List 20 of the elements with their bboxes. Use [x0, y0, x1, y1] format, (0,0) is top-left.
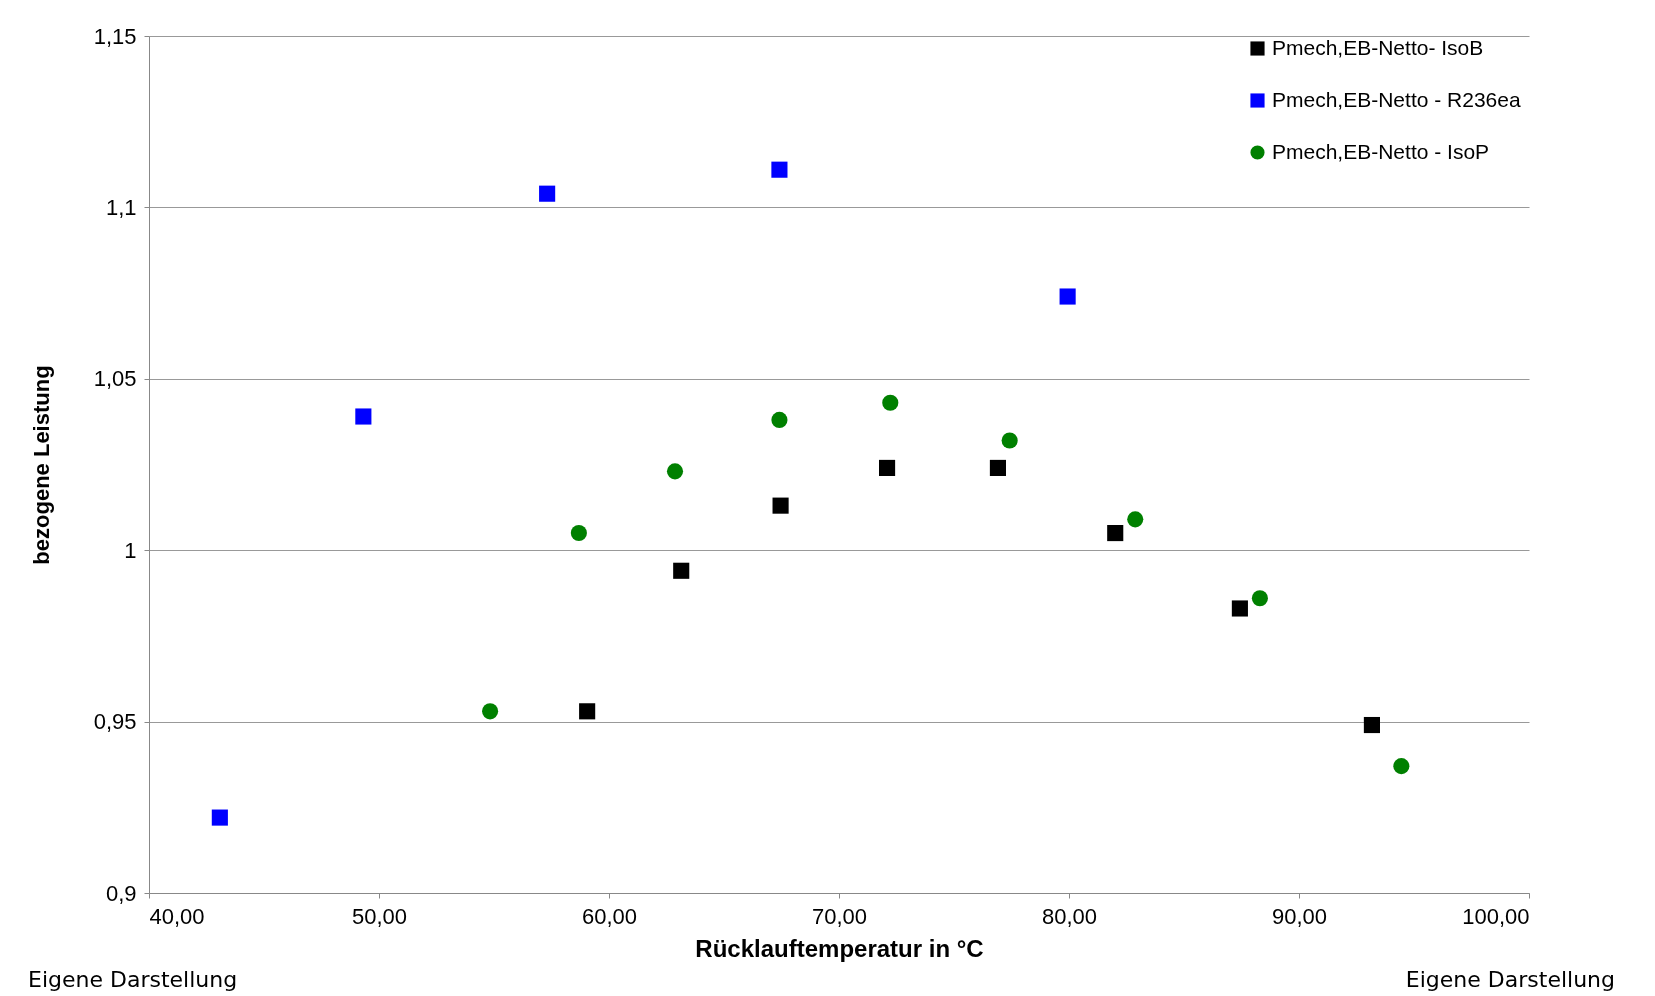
y-tick-label: 1,1: [105, 194, 137, 220]
y-tick-label: 1,05: [93, 366, 137, 392]
x-axis-title: Rücklauftemperatur in °C: [695, 934, 984, 962]
x-tick-label: 40,00: [149, 903, 205, 929]
x-tick-label: 90,00: [1271, 903, 1328, 929]
x-tick-label: 70,00: [811, 903, 868, 929]
x-tick-label: 100,00: [1462, 903, 1530, 929]
x-tick-label: 50,00: [351, 903, 408, 929]
y-tick-label: 0,9: [105, 880, 137, 906]
text: Eigene Darstellung: [28, 967, 238, 992]
y-tick-label: 1,15: [93, 23, 137, 49]
x-tick-label: 60,00: [581, 903, 638, 929]
legend-label: Pmech,EB-Netto - R236ea: [1272, 87, 1521, 111]
y-axis-title: bezogene Leistung: [28, 365, 54, 565]
legend-label: Pmech,EB-Netto- IsoB: [1272, 35, 1484, 59]
y-tick-label: 1: [124, 537, 137, 563]
x-tick-label: 80,00: [1041, 903, 1098, 929]
y-tick-label: 0,95: [93, 709, 137, 735]
text: Eigene Darstellung: [1405, 967, 1615, 992]
legend-label: Pmech,EB-Netto - IsoP: [1272, 139, 1490, 163]
